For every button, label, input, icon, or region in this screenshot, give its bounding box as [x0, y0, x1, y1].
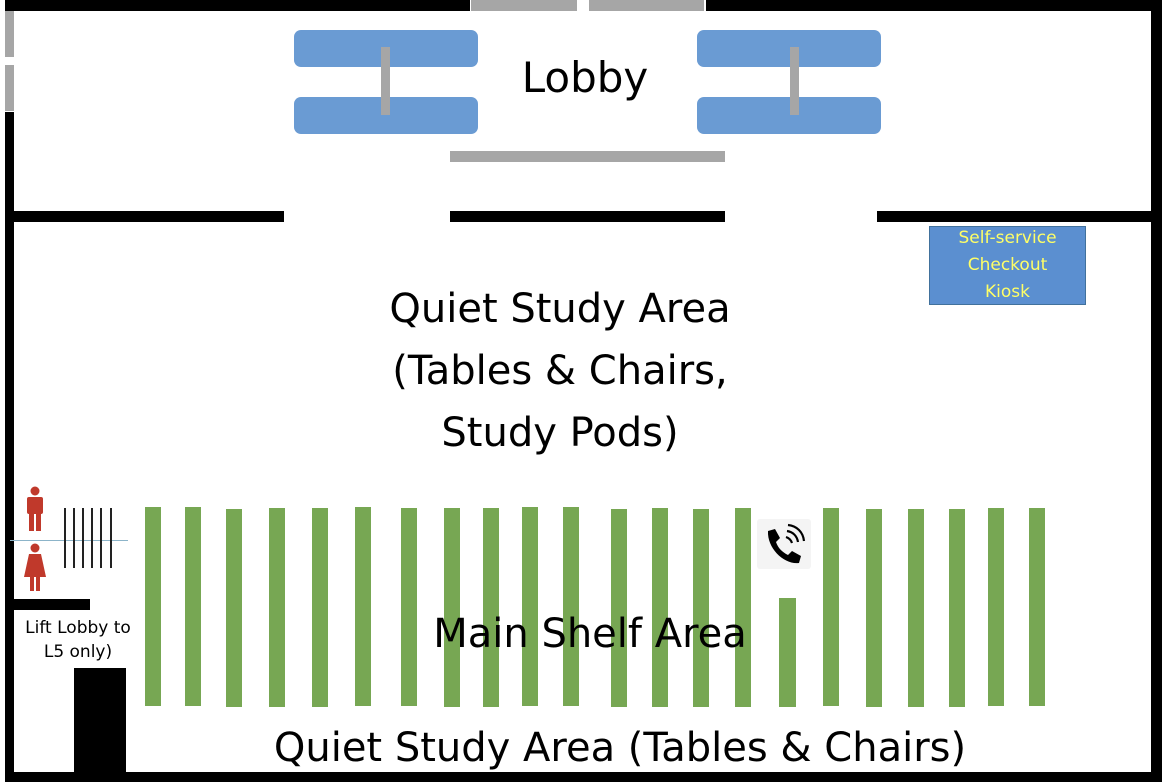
shelf	[908, 509, 924, 707]
shelf	[145, 507, 161, 706]
shelf	[522, 507, 538, 706]
main-shelf-area-label: Main Shelf Area	[433, 611, 747, 657]
shelf	[269, 508, 285, 707]
female-person-icon	[22, 543, 48, 597]
shelf	[355, 507, 371, 706]
kiosk-label: Self-service Checkout Kiosk	[958, 228, 1057, 302]
shelf	[312, 508, 328, 707]
phone-icon	[757, 519, 811, 569]
turnstile-gate	[91, 508, 93, 568]
male-person-icon	[22, 486, 48, 536]
turnstile-gate	[82, 508, 84, 568]
shelf	[1029, 508, 1045, 706]
shelf	[563, 507, 579, 706]
shelf	[401, 508, 417, 706]
side-door-upper	[5, 11, 14, 57]
wall-bottom	[5, 772, 1162, 782]
wall-right	[1151, 0, 1162, 782]
shelf	[988, 508, 1004, 706]
wall-top-left	[5, 0, 470, 11]
lobby-label: Lobby	[521, 53, 649, 102]
lobby-counter	[450, 151, 725, 162]
quiet-study-area-bottom-label: Quiet Study Area (Tables & Chairs)	[273, 725, 967, 771]
sofa-divider	[381, 47, 390, 115]
shelf	[866, 509, 882, 707]
turnstile-gate	[100, 508, 102, 568]
shelf	[823, 508, 839, 706]
entrance-door-right	[589, 0, 704, 11]
shelf	[949, 509, 965, 707]
turnstile-gate	[110, 508, 112, 568]
lobby-sofa	[697, 30, 881, 67]
lift-shaft	[74, 668, 126, 782]
wall-left	[5, 112, 14, 782]
shelf	[444, 508, 460, 707]
shelf	[483, 508, 499, 707]
lift-lobby-wall	[5, 599, 90, 610]
lift-lobby-label: Lift Lobby to L5 only)	[25, 618, 131, 662]
lobby-wall-center	[450, 211, 725, 222]
sofa-divider	[790, 47, 799, 115]
shelf-short	[779, 598, 796, 707]
lobby-wall-left	[5, 211, 284, 222]
self-service-kiosk: Self-service Checkout Kiosk	[929, 226, 1086, 305]
phone-icon-graphic	[767, 523, 806, 564]
shelf	[611, 509, 627, 707]
turnstile-gate	[73, 508, 75, 568]
turnstile-gate	[64, 508, 66, 568]
lobby-sofa	[697, 97, 881, 134]
shelf	[226, 509, 242, 707]
quiet-study-area-label: Quiet Study Area (Tables & Chairs, Study…	[389, 286, 731, 456]
wall-top-right	[706, 0, 1162, 11]
shelf	[185, 507, 201, 706]
shelf	[693, 509, 709, 707]
shelf	[735, 508, 751, 707]
entrance-door-left	[471, 0, 577, 11]
side-door-lower	[5, 65, 14, 111]
lobby-wall-right	[877, 211, 1162, 222]
shelf	[652, 508, 668, 707]
gate-line	[10, 540, 128, 541]
